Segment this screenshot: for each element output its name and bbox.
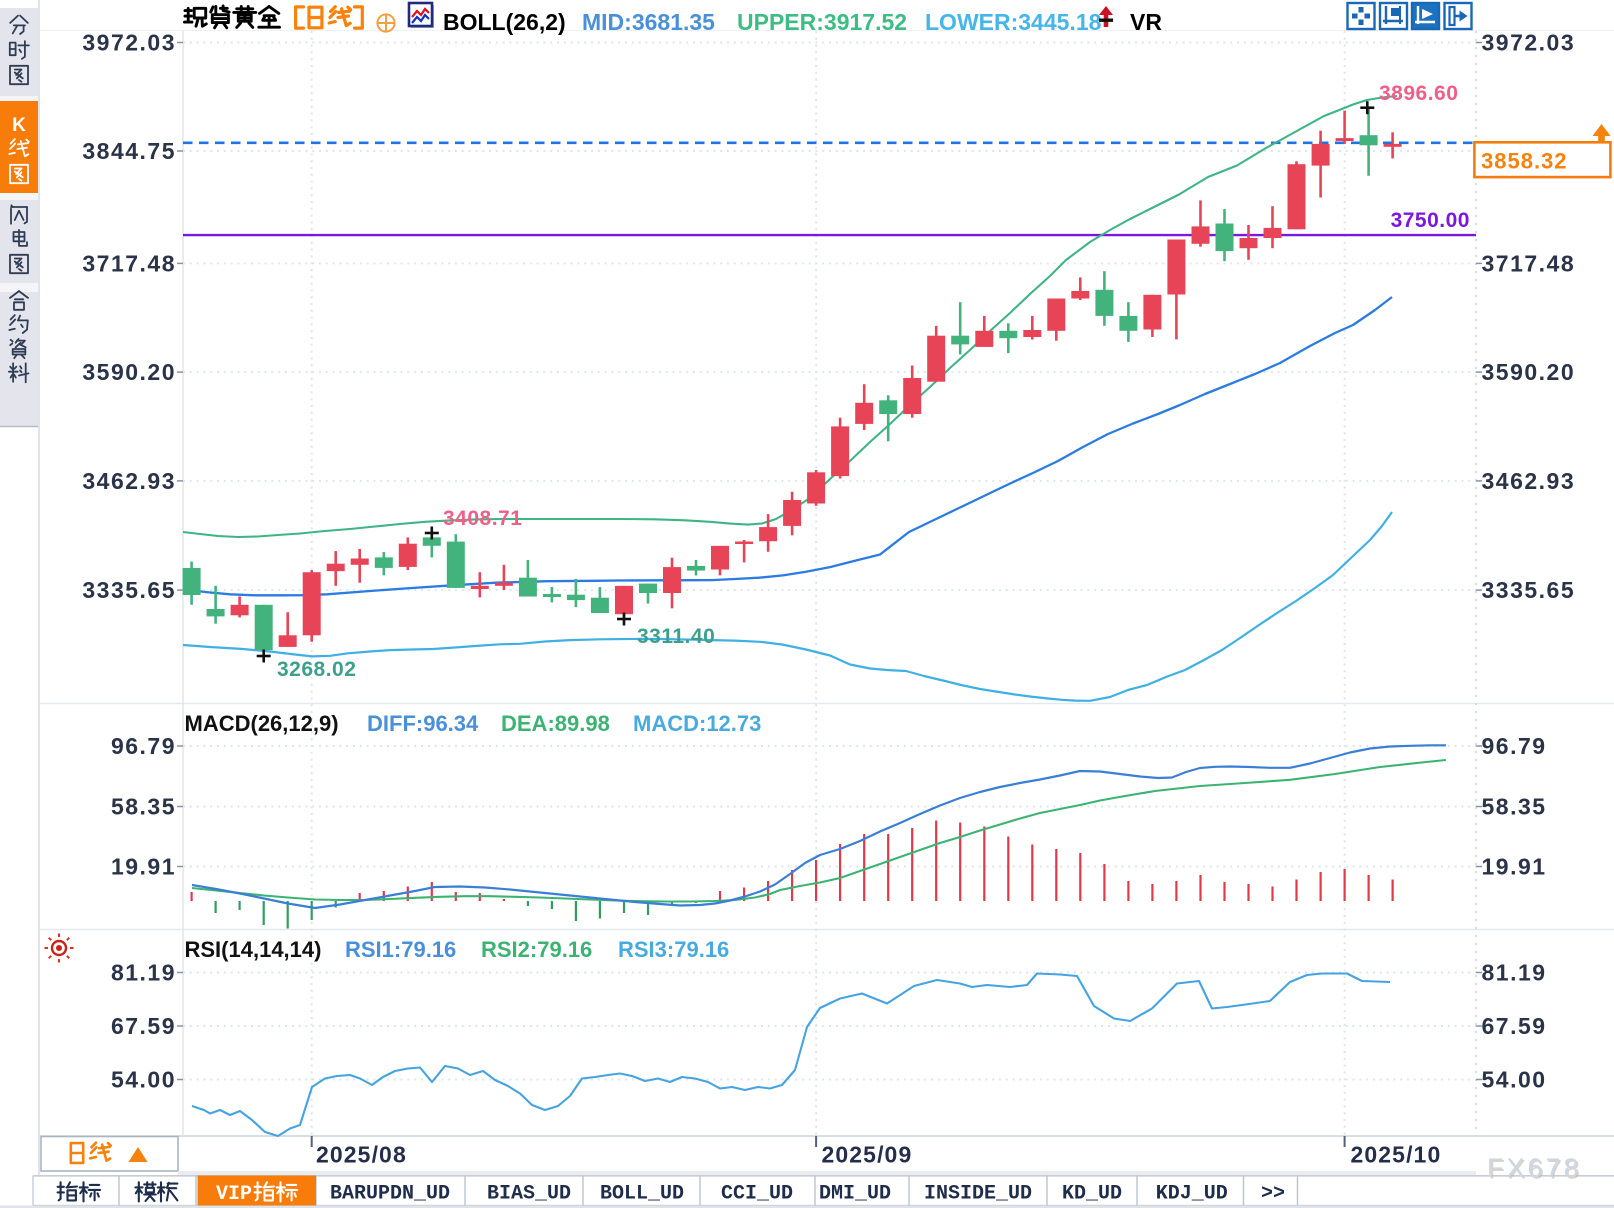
svg-text:RSI2:79.16: RSI2:79.16 <box>481 937 592 962</box>
svg-text:3896.60: 3896.60 <box>1379 82 1458 105</box>
svg-text:FX678: FX678 <box>1489 1155 1584 1185</box>
svg-text:3717.48: 3717.48 <box>1482 250 1576 276</box>
svg-text:MID:3681.35: MID:3681.35 <box>582 9 715 35</box>
svg-text:3311.40: 3311.40 <box>637 625 715 648</box>
svg-text:3590.20: 3590.20 <box>1482 359 1576 385</box>
svg-text:BIAS_UD: BIAS_UD <box>487 1183 571 1206</box>
svg-text:BARUPDN_UD: BARUPDN_UD <box>330 1183 450 1206</box>
svg-text:RSI3:79.16: RSI3:79.16 <box>618 937 729 962</box>
svg-text:3717.48: 3717.48 <box>82 250 176 276</box>
svg-text:DMI_UD: DMI_UD <box>819 1183 891 1206</box>
svg-text:FX678: FX678 <box>1487 1153 1582 1183</box>
svg-text:3972.03: 3972.03 <box>1482 30 1576 56</box>
svg-text:MACD:12.73: MACD:12.73 <box>633 711 761 736</box>
svg-text:2025/08: 2025/08 <box>316 1142 407 1168</box>
svg-text:96.79: 96.79 <box>1482 733 1547 759</box>
svg-text:RSI1:79.16: RSI1:79.16 <box>345 937 456 962</box>
svg-text:RSI(14,14,14): RSI(14,14,14) <box>185 937 322 962</box>
svg-text:VIP: VIP <box>216 1183 252 1206</box>
svg-text:3858.32: 3858.32 <box>1481 149 1568 174</box>
svg-text:3590.20: 3590.20 <box>82 359 176 385</box>
svg-text:3462.93: 3462.93 <box>1482 468 1576 494</box>
svg-text:2025/09: 2025/09 <box>822 1142 913 1168</box>
svg-text:3268.02: 3268.02 <box>277 658 356 681</box>
svg-text:58.35: 58.35 <box>111 794 176 820</box>
svg-text:54.00: 54.00 <box>111 1067 176 1093</box>
svg-text:KDJ_UD: KDJ_UD <box>1156 1183 1228 1206</box>
svg-text:LOWER:3445.18: LOWER:3445.18 <box>925 9 1102 35</box>
svg-text:INSIDE_UD: INSIDE_UD <box>924 1183 1032 1206</box>
svg-text:>>: >> <box>1261 1183 1285 1206</box>
svg-text:K: K <box>12 115 26 136</box>
svg-text:MACD(26,12,9): MACD(26,12,9) <box>185 711 339 736</box>
svg-text:UPPER:3917.52: UPPER:3917.52 <box>737 9 907 35</box>
svg-text:DIFF:96.34: DIFF:96.34 <box>367 711 479 736</box>
svg-text:96.79: 96.79 <box>111 733 176 759</box>
svg-text:3335.65: 3335.65 <box>82 577 176 603</box>
svg-text:2025/10: 2025/10 <box>1351 1142 1442 1168</box>
svg-text:81.19: 81.19 <box>111 960 176 986</box>
svg-text:3462.93: 3462.93 <box>82 468 176 494</box>
svg-text:DEA:89.98: DEA:89.98 <box>501 711 610 736</box>
svg-text:3972.03: 3972.03 <box>82 30 176 56</box>
svg-text:3750.00: 3750.00 <box>1391 209 1470 232</box>
svg-text:BOLL(26,2): BOLL(26,2) <box>443 9 566 35</box>
svg-text:VR: VR <box>1130 9 1162 35</box>
svg-text:54.00: 54.00 <box>1482 1067 1547 1093</box>
svg-text:19.91: 19.91 <box>1482 854 1547 880</box>
svg-text:58.35: 58.35 <box>1482 794 1547 820</box>
svg-text:81.19: 81.19 <box>1482 960 1547 986</box>
svg-text:67.59: 67.59 <box>111 1013 176 1039</box>
svg-text:3844.75: 3844.75 <box>82 138 176 164</box>
svg-text:67.59: 67.59 <box>1482 1013 1547 1039</box>
svg-text:3408.71: 3408.71 <box>443 507 522 530</box>
svg-text:KD_UD: KD_UD <box>1062 1183 1122 1206</box>
svg-text:19.91: 19.91 <box>111 854 176 880</box>
svg-text:3335.65: 3335.65 <box>1482 577 1576 603</box>
svg-text:BOLL_UD: BOLL_UD <box>600 1183 684 1206</box>
svg-text:CCI_UD: CCI_UD <box>721 1183 793 1206</box>
